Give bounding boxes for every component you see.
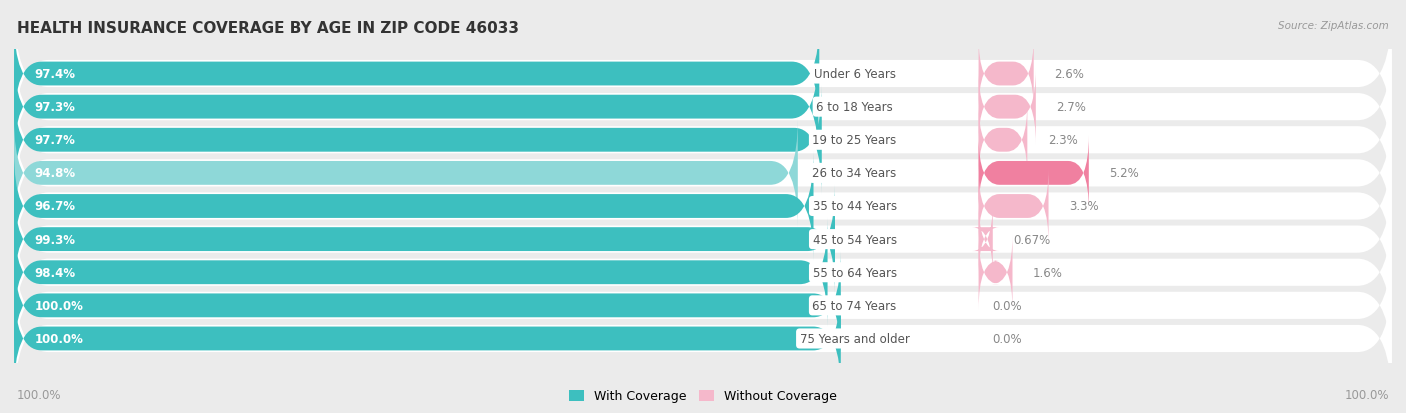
FancyBboxPatch shape: [14, 119, 797, 228]
Text: 100.0%: 100.0%: [35, 332, 83, 345]
Text: 100.0%: 100.0%: [1344, 388, 1389, 401]
FancyBboxPatch shape: [979, 103, 1028, 178]
Text: Under 6 Years: Under 6 Years: [814, 68, 896, 81]
Text: HEALTH INSURANCE COVERAGE BY AGE IN ZIP CODE 46033: HEALTH INSURANCE COVERAGE BY AGE IN ZIP …: [17, 21, 519, 36]
Text: 97.4%: 97.4%: [35, 68, 76, 81]
Text: 75 Years and older: 75 Years and older: [800, 332, 910, 345]
Text: 3.3%: 3.3%: [1069, 200, 1099, 213]
FancyBboxPatch shape: [14, 53, 818, 161]
Text: 99.3%: 99.3%: [35, 233, 76, 246]
FancyBboxPatch shape: [14, 252, 841, 360]
FancyBboxPatch shape: [14, 86, 821, 195]
FancyBboxPatch shape: [14, 218, 828, 327]
Text: 5.2%: 5.2%: [1109, 167, 1139, 180]
Text: 97.7%: 97.7%: [35, 134, 76, 147]
Text: 35 to 44 Years: 35 to 44 Years: [813, 200, 897, 213]
FancyBboxPatch shape: [14, 152, 814, 261]
FancyBboxPatch shape: [979, 235, 1012, 310]
Text: 100.0%: 100.0%: [17, 388, 62, 401]
FancyBboxPatch shape: [14, 38, 1392, 176]
FancyBboxPatch shape: [14, 270, 1392, 408]
FancyBboxPatch shape: [979, 136, 1088, 211]
Text: 2.7%: 2.7%: [1056, 101, 1087, 114]
FancyBboxPatch shape: [14, 104, 1392, 242]
Text: 19 to 25 Years: 19 to 25 Years: [813, 134, 897, 147]
Text: Source: ZipAtlas.com: Source: ZipAtlas.com: [1278, 21, 1389, 31]
Text: 98.4%: 98.4%: [35, 266, 76, 279]
Text: 94.8%: 94.8%: [35, 167, 76, 180]
Text: 26 to 34 Years: 26 to 34 Years: [813, 167, 897, 180]
FancyBboxPatch shape: [14, 138, 1392, 275]
Text: 2.6%: 2.6%: [1054, 68, 1084, 81]
Text: 0.0%: 0.0%: [993, 332, 1022, 345]
FancyBboxPatch shape: [979, 169, 1049, 244]
FancyBboxPatch shape: [14, 285, 841, 393]
Text: 100.0%: 100.0%: [35, 299, 83, 312]
FancyBboxPatch shape: [14, 185, 835, 294]
Text: 0.0%: 0.0%: [993, 299, 1022, 312]
FancyBboxPatch shape: [14, 20, 820, 128]
Text: 2.3%: 2.3%: [1047, 134, 1078, 147]
Text: 0.67%: 0.67%: [1014, 233, 1050, 246]
FancyBboxPatch shape: [979, 70, 1036, 145]
Legend: With Coverage, Without Coverage: With Coverage, Without Coverage: [564, 385, 842, 408]
Text: 6 to 18 Years: 6 to 18 Years: [817, 101, 893, 114]
Text: 55 to 64 Years: 55 to 64 Years: [813, 266, 897, 279]
FancyBboxPatch shape: [14, 237, 1392, 375]
FancyBboxPatch shape: [979, 37, 1033, 112]
FancyBboxPatch shape: [14, 171, 1392, 309]
Text: 65 to 74 Years: 65 to 74 Years: [813, 299, 897, 312]
Text: 96.7%: 96.7%: [35, 200, 76, 213]
Text: 45 to 54 Years: 45 to 54 Years: [813, 233, 897, 246]
Text: 1.6%: 1.6%: [1033, 266, 1063, 279]
FancyBboxPatch shape: [14, 71, 1392, 209]
Text: 97.3%: 97.3%: [35, 101, 76, 114]
FancyBboxPatch shape: [14, 204, 1392, 342]
FancyBboxPatch shape: [972, 202, 1000, 277]
FancyBboxPatch shape: [14, 5, 1392, 143]
